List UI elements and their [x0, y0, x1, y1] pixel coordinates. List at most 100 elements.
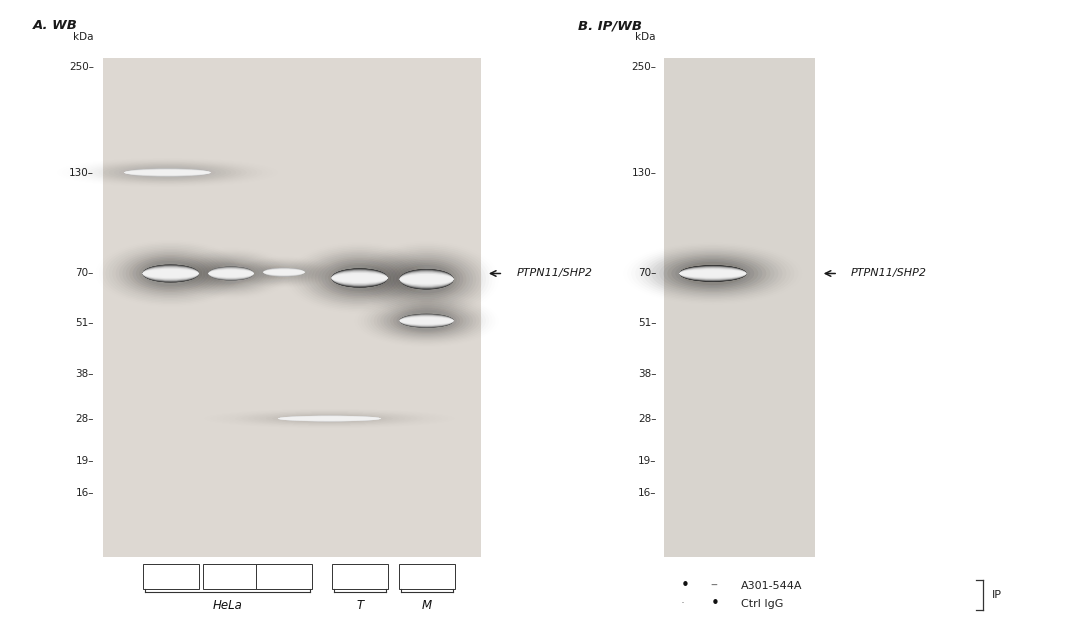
Ellipse shape — [679, 267, 746, 280]
Ellipse shape — [332, 271, 388, 285]
Ellipse shape — [124, 172, 211, 173]
Ellipse shape — [679, 269, 746, 278]
Ellipse shape — [143, 266, 199, 281]
Text: 50: 50 — [420, 571, 433, 581]
Ellipse shape — [679, 272, 746, 275]
Bar — [399, 564, 455, 589]
Bar — [143, 564, 199, 589]
Ellipse shape — [400, 316, 454, 325]
Ellipse shape — [400, 274, 454, 284]
Ellipse shape — [278, 417, 380, 420]
Ellipse shape — [400, 320, 454, 321]
Ellipse shape — [400, 277, 454, 282]
Ellipse shape — [264, 269, 305, 275]
Ellipse shape — [124, 169, 211, 176]
Ellipse shape — [143, 261, 199, 286]
Ellipse shape — [400, 315, 454, 327]
Text: 38–: 38– — [638, 369, 657, 379]
Ellipse shape — [264, 268, 305, 277]
Text: PTPN11/SHP2: PTPN11/SHP2 — [516, 268, 592, 279]
Ellipse shape — [208, 267, 254, 280]
Ellipse shape — [143, 269, 199, 278]
Ellipse shape — [400, 314, 454, 327]
Ellipse shape — [400, 278, 454, 281]
Ellipse shape — [679, 266, 746, 281]
Ellipse shape — [264, 270, 305, 275]
Ellipse shape — [679, 272, 746, 275]
Ellipse shape — [332, 273, 388, 283]
Ellipse shape — [400, 317, 454, 325]
Ellipse shape — [332, 273, 388, 283]
Ellipse shape — [208, 266, 254, 281]
Ellipse shape — [264, 268, 305, 276]
Ellipse shape — [679, 266, 746, 281]
Ellipse shape — [208, 266, 254, 281]
Text: 19–: 19– — [638, 456, 657, 466]
Text: •: • — [680, 578, 689, 594]
Ellipse shape — [143, 273, 199, 274]
Ellipse shape — [124, 169, 211, 176]
Ellipse shape — [143, 272, 199, 275]
Ellipse shape — [143, 265, 199, 282]
Text: 50: 50 — [353, 571, 366, 581]
Ellipse shape — [400, 275, 454, 283]
Text: B. IP/WB: B. IP/WB — [578, 19, 642, 32]
Ellipse shape — [679, 262, 746, 285]
Ellipse shape — [400, 270, 454, 289]
Ellipse shape — [264, 268, 305, 276]
Ellipse shape — [679, 268, 746, 279]
Ellipse shape — [400, 269, 454, 289]
Ellipse shape — [332, 269, 388, 287]
Ellipse shape — [143, 266, 199, 281]
Ellipse shape — [400, 270, 454, 288]
Ellipse shape — [400, 320, 454, 321]
Ellipse shape — [400, 272, 454, 287]
Text: 19–: 19– — [76, 456, 94, 466]
Bar — [664, 58, 815, 557]
Ellipse shape — [400, 314, 454, 328]
Ellipse shape — [278, 418, 380, 419]
Text: 250–: 250– — [69, 62, 94, 72]
Text: –: – — [711, 579, 717, 593]
Ellipse shape — [400, 270, 454, 289]
Ellipse shape — [264, 271, 305, 273]
Ellipse shape — [124, 170, 211, 175]
Ellipse shape — [679, 265, 746, 282]
Ellipse shape — [278, 417, 380, 420]
Ellipse shape — [124, 169, 211, 176]
Text: HeLa: HeLa — [213, 599, 242, 612]
Ellipse shape — [208, 273, 254, 274]
Text: T: T — [356, 599, 363, 612]
Ellipse shape — [332, 268, 388, 288]
Ellipse shape — [400, 269, 454, 289]
Ellipse shape — [332, 268, 388, 288]
Bar — [256, 564, 312, 589]
Ellipse shape — [143, 266, 199, 281]
Ellipse shape — [264, 270, 305, 275]
Ellipse shape — [332, 270, 388, 286]
Ellipse shape — [679, 267, 746, 280]
Ellipse shape — [332, 268, 388, 288]
Text: 28–: 28– — [76, 413, 94, 424]
Ellipse shape — [278, 416, 380, 421]
Ellipse shape — [396, 263, 457, 295]
Ellipse shape — [400, 314, 454, 328]
Ellipse shape — [208, 272, 254, 275]
Ellipse shape — [208, 273, 254, 274]
Ellipse shape — [679, 265, 746, 282]
Ellipse shape — [143, 265, 199, 282]
Ellipse shape — [400, 319, 454, 323]
Ellipse shape — [143, 270, 199, 277]
Ellipse shape — [278, 416, 380, 421]
Ellipse shape — [278, 416, 380, 421]
Text: 50: 50 — [164, 571, 177, 581]
Ellipse shape — [679, 265, 746, 282]
Text: 16–: 16– — [76, 488, 94, 498]
Bar — [332, 564, 388, 589]
Ellipse shape — [264, 272, 305, 273]
Ellipse shape — [278, 417, 380, 420]
Ellipse shape — [143, 273, 199, 274]
Ellipse shape — [208, 271, 254, 276]
Ellipse shape — [400, 314, 454, 328]
Ellipse shape — [208, 267, 254, 280]
